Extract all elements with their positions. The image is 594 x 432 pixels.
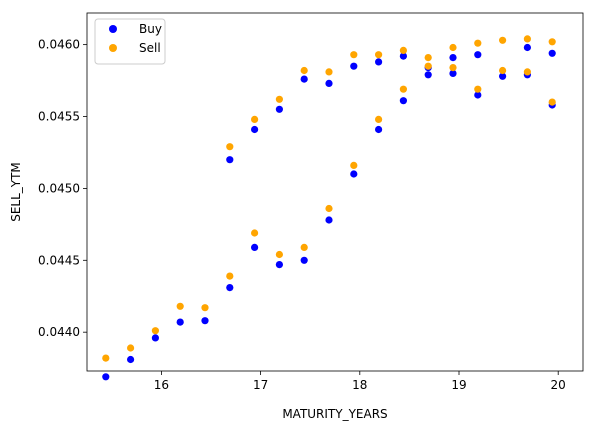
buy-point [424, 71, 432, 79]
buy-point [251, 243, 259, 251]
buy-point [151, 334, 159, 342]
sell-point [251, 229, 259, 237]
buy-point [548, 49, 556, 57]
y-tick-label: 0.0460 [38, 38, 80, 52]
x-tick-label: 16 [154, 378, 169, 392]
buy-point [523, 43, 532, 52]
sell-point [300, 66, 308, 75]
buy-point [375, 58, 383, 66]
sell-point [523, 68, 532, 76]
buy-point [474, 91, 482, 99]
y-axis: 0.0440 0.0445 0.0450 0.0455 0.0460 [38, 38, 87, 339]
buy-point [350, 170, 358, 178]
plot-area [87, 13, 583, 371]
buy-point [325, 216, 333, 224]
buy-point [399, 52, 407, 60]
buy-point [350, 62, 358, 70]
buy-point [399, 97, 407, 105]
sell-point [399, 85, 407, 93]
x-axis-label: MATURITY_YEARS [282, 407, 387, 421]
legend: Buy Sell [94, 18, 166, 65]
buy-point [325, 79, 333, 87]
buy-point [251, 125, 259, 134]
x-axis: 16 17 18 19 20 [154, 371, 566, 392]
y-tick-label: 0.0455 [38, 110, 80, 124]
buy-point [300, 256, 308, 264]
sell-point [424, 54, 432, 62]
sell-point [499, 66, 507, 75]
buy-point [102, 373, 110, 381]
sell-point [474, 85, 482, 93]
points-layer [102, 35, 556, 381]
sell-point [375, 51, 383, 59]
sell-point [449, 43, 457, 52]
sell-point [251, 115, 259, 123]
sell-point [375, 115, 383, 123]
sell-point [226, 272, 234, 280]
x-tick-label: 18 [352, 378, 367, 392]
sell-point [300, 243, 308, 251]
sell-point [424, 62, 432, 70]
sell-point [275, 95, 283, 103]
y-axis-label: SELL_YTM [9, 162, 23, 222]
sell-point [151, 327, 159, 335]
legend-marker-sell [109, 44, 117, 52]
sell-point [201, 304, 209, 312]
sell-point [350, 161, 358, 169]
sell-point [325, 204, 333, 213]
x-tick-label: 17 [253, 378, 268, 392]
sell-point [449, 64, 457, 72]
sell-point [474, 39, 482, 47]
sell-point [548, 98, 556, 106]
sell-point [275, 250, 283, 259]
buy-point [226, 156, 234, 164]
y-tick-label: 0.0450 [38, 181, 80, 195]
y-tick-label: 0.0445 [38, 253, 80, 267]
buy-point [474, 51, 482, 59]
legend-marker-buy [109, 25, 117, 33]
x-tick-label: 20 [551, 378, 566, 392]
buy-point [127, 355, 135, 364]
plot-frame [86, 12, 584, 372]
buy-point [449, 69, 457, 77]
sell-point [399, 46, 407, 55]
sell-point [523, 35, 532, 43]
sell-point [127, 344, 135, 352]
buy-point [275, 105, 283, 113]
sell-point [176, 302, 184, 310]
buy-point [300, 75, 308, 83]
sell-point [226, 143, 234, 151]
legend-label-buy: Buy [139, 22, 162, 36]
sell-point [499, 36, 507, 44]
buy-point [226, 284, 234, 292]
sell-point [325, 68, 333, 76]
x-tick-label: 19 [451, 378, 466, 392]
buy-point [375, 125, 383, 134]
sell-point [548, 38, 556, 46]
sell-point [102, 354, 110, 362]
buy-point [176, 318, 184, 326]
sell-point [350, 51, 358, 59]
buy-point [275, 261, 283, 269]
legend-label-sell: Sell [139, 41, 161, 55]
y-tick-label: 0.0440 [38, 325, 80, 339]
buy-point [449, 54, 457, 62]
buy-point [499, 72, 507, 80]
buy-point [201, 317, 209, 325]
